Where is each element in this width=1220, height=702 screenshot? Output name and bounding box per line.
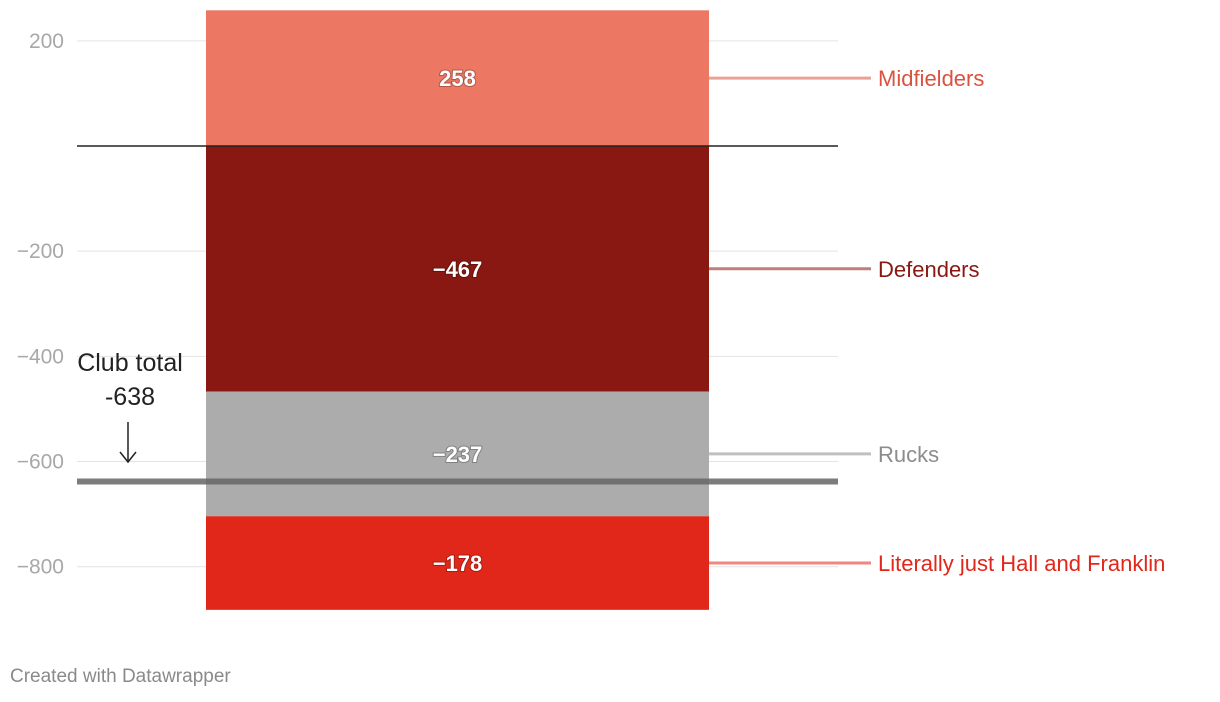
legend-label: Midfielders xyxy=(878,66,984,91)
legend-label: Literally just Hall and Franklin xyxy=(878,551,1165,576)
bar-segments xyxy=(206,10,709,610)
y-tick-label: 200 xyxy=(29,30,64,53)
legend: Midfielders Defenders Rucks Literally just … xyxy=(709,66,1165,576)
datawrapper-credit: Created with Datawrapper xyxy=(10,666,231,687)
bar-segment xyxy=(206,391,709,517)
bar-segment xyxy=(206,516,709,610)
segment-value-label: 258 xyxy=(439,66,476,91)
segment-value-labels: 258 −467 −237 −178 xyxy=(432,65,484,577)
y-axis-ticks: 200 −200 −400 −600 −800 xyxy=(17,30,64,579)
arrow-down-icon xyxy=(119,451,137,464)
club-total-annotation: Club total -638 xyxy=(77,349,183,464)
y-tick-label: −800 xyxy=(17,556,64,579)
segment-value-label: −178 xyxy=(433,551,483,576)
legend-label: Rucks xyxy=(878,442,939,467)
segment-value-label: −237 xyxy=(433,442,483,467)
annotation-line-1: Club total xyxy=(77,349,183,377)
y-tick-label: −600 xyxy=(17,451,64,474)
annotation-line-2: -638 xyxy=(105,383,155,411)
legend-label: Defenders xyxy=(878,257,980,282)
y-tick-label: −200 xyxy=(17,240,64,263)
y-tick-label: −400 xyxy=(17,345,64,368)
bar-segment xyxy=(206,10,709,147)
bar-segment xyxy=(206,146,709,392)
segment-value-label: −467 xyxy=(433,257,483,282)
stacked-bar-chart: 200 −200 −400 −600 −800 258 −467 −237 −178 Midf… xyxy=(17,10,1165,610)
